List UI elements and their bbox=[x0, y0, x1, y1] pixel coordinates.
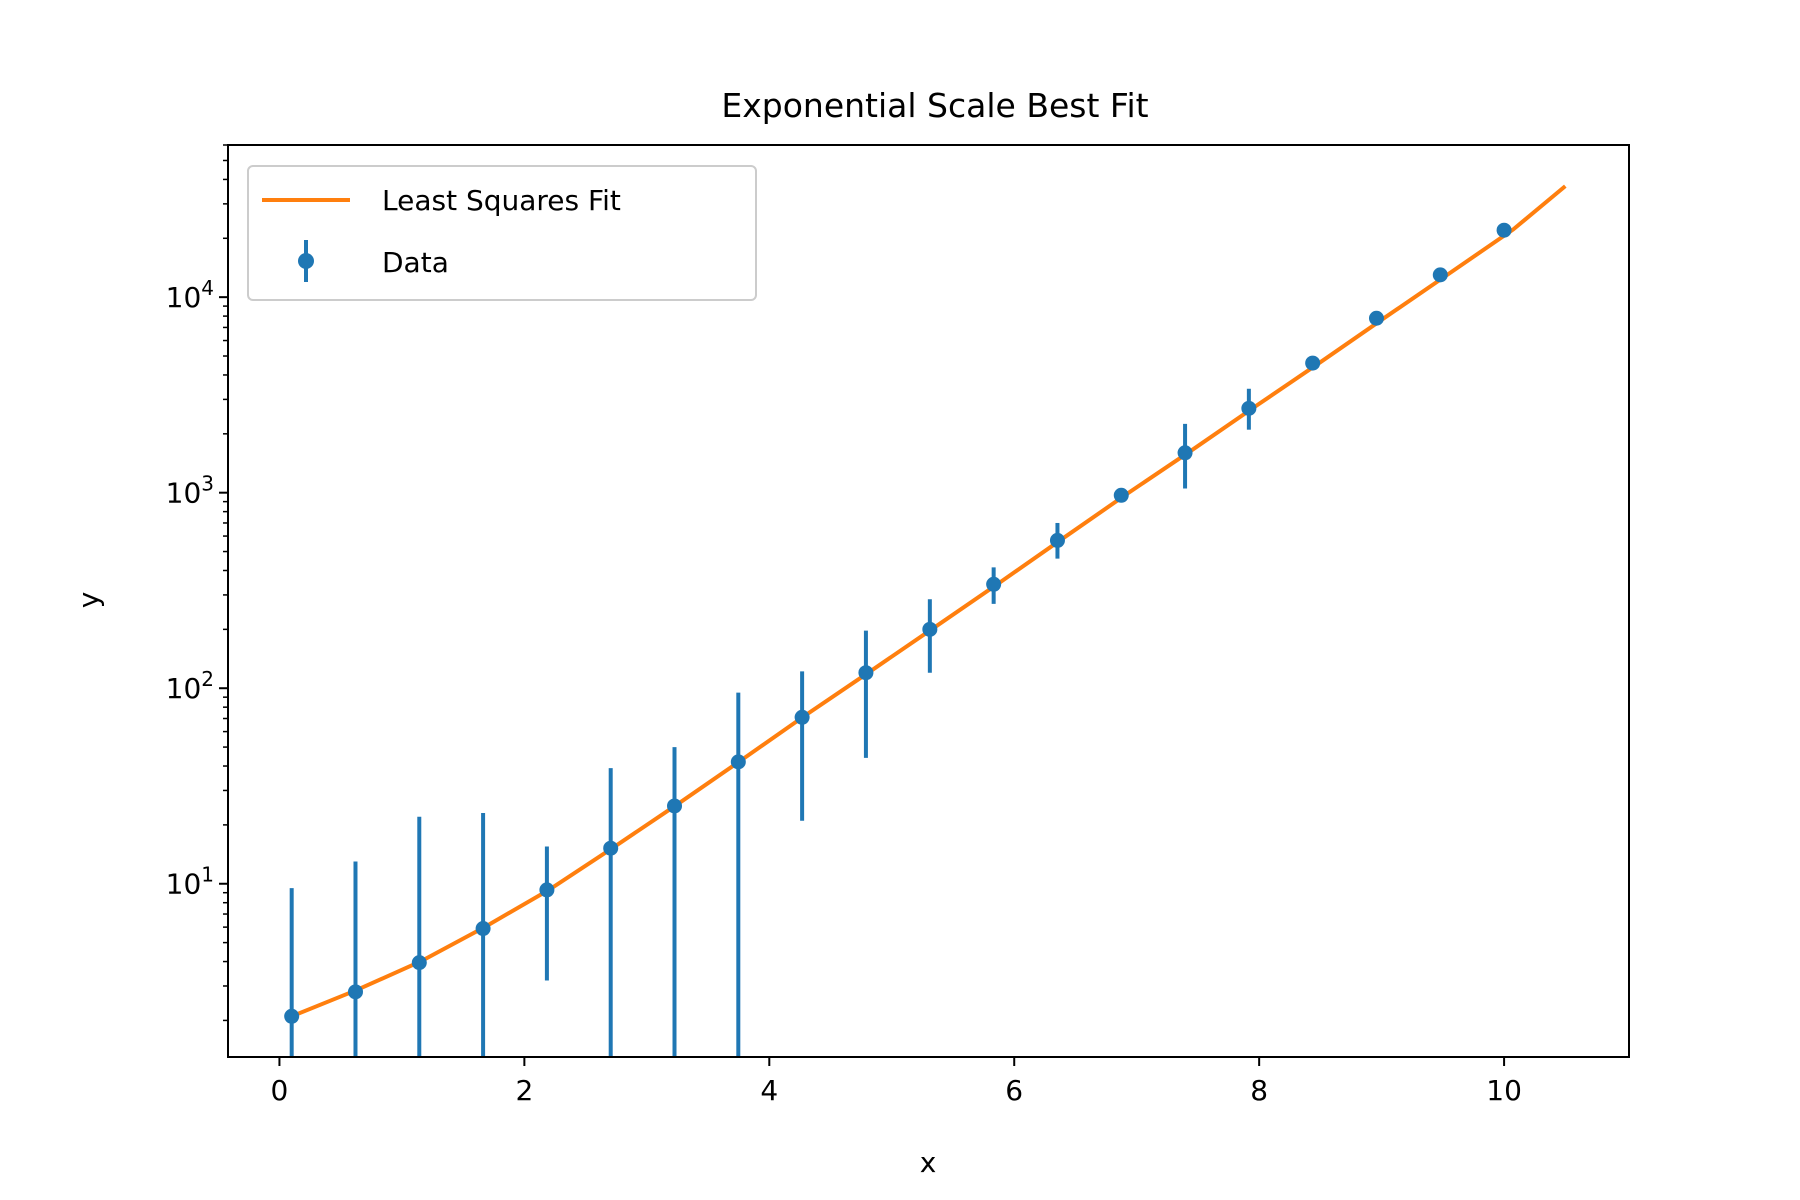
data-point bbox=[347, 984, 363, 1000]
chart-title: Exponential Scale Best Fit bbox=[721, 86, 1148, 125]
y-tick-label: 104 bbox=[166, 276, 214, 314]
x-axis-label: x bbox=[920, 1146, 937, 1179]
y-axis-label: y bbox=[72, 592, 105, 609]
data-point bbox=[1241, 400, 1257, 416]
data-point bbox=[794, 709, 810, 725]
data-point bbox=[986, 576, 1002, 592]
y-tick-label: 102 bbox=[166, 667, 214, 705]
data-point bbox=[1496, 222, 1512, 238]
legend: Least Squares Fit Data bbox=[247, 165, 757, 301]
data-point bbox=[284, 1008, 300, 1024]
data-point bbox=[1432, 267, 1448, 283]
plot-frame bbox=[227, 144, 1630, 1058]
y-tick-label: 103 bbox=[166, 472, 214, 510]
x-axis: 0 2 4 6 8 10 bbox=[271, 1057, 1522, 1107]
data-point bbox=[1049, 532, 1065, 548]
data-point bbox=[603, 840, 619, 856]
x-tick-label: 6 bbox=[1005, 1074, 1023, 1107]
data-point bbox=[1368, 310, 1384, 326]
data-point bbox=[1177, 445, 1193, 461]
legend-box bbox=[247, 165, 757, 301]
data-point bbox=[539, 882, 555, 898]
plot-area bbox=[284, 184, 1567, 1057]
x-tick-label: 8 bbox=[1250, 1074, 1268, 1107]
x-tick-label: 0 bbox=[271, 1074, 289, 1107]
x-tick-label: 2 bbox=[515, 1074, 533, 1107]
legend-fit-label: Least Squares Fit bbox=[382, 184, 621, 217]
data-point bbox=[667, 798, 683, 814]
data-point bbox=[922, 621, 938, 637]
x-tick-label: 4 bbox=[760, 1074, 778, 1107]
data-point bbox=[1305, 355, 1321, 371]
legend-data-label: Data bbox=[382, 246, 449, 279]
data-point bbox=[858, 665, 874, 681]
data-point bbox=[730, 754, 746, 770]
data-point bbox=[475, 921, 491, 937]
x-tick-label: 10 bbox=[1486, 1074, 1522, 1107]
legend-data-marker-swatch bbox=[298, 253, 314, 269]
y-axis: 101 102 103 104 bbox=[166, 144, 228, 1022]
y-tick-label: 101 bbox=[166, 863, 214, 901]
data-point bbox=[411, 955, 427, 971]
data-point bbox=[1113, 487, 1129, 503]
